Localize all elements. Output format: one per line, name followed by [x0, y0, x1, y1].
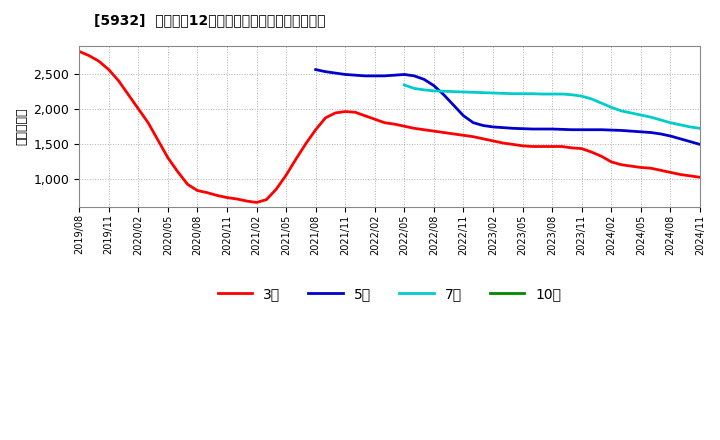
7年: [686, 124, 695, 129]
5年: [341, 72, 349, 77]
Line: 7年: 7年: [405, 85, 700, 128]
7年: [538, 92, 546, 97]
7年: [577, 94, 586, 99]
5年: [676, 136, 685, 141]
5年: [371, 73, 379, 78]
3年: [390, 121, 399, 127]
3年: [696, 175, 704, 180]
5年: [430, 83, 438, 88]
7年: [459, 89, 468, 95]
5年: [380, 73, 389, 78]
5年: [410, 73, 418, 78]
5年: [666, 133, 675, 139]
7年: [617, 108, 626, 114]
3年: [341, 109, 349, 114]
Legend: 3年, 5年, 7年, 10年: 3年, 5年, 7年, 10年: [212, 281, 567, 306]
5年: [647, 130, 655, 135]
5年: [420, 77, 428, 82]
5年: [597, 127, 606, 132]
7年: [636, 112, 645, 117]
7年: [430, 88, 438, 94]
3年: [430, 128, 438, 134]
5年: [548, 126, 557, 132]
5年: [479, 123, 487, 128]
5年: [577, 127, 586, 132]
5年: [331, 70, 340, 76]
3年: [75, 49, 84, 54]
7年: [489, 90, 498, 95]
5年: [321, 69, 330, 74]
7年: [479, 90, 487, 95]
5年: [449, 103, 458, 108]
5年: [498, 125, 507, 130]
Line: 3年: 3年: [79, 51, 700, 202]
5年: [489, 124, 498, 129]
5年: [696, 142, 704, 147]
5年: [390, 73, 399, 78]
Line: 5年: 5年: [315, 70, 700, 144]
3年: [479, 136, 487, 141]
5年: [439, 92, 448, 97]
7年: [548, 92, 557, 97]
Y-axis label: （百万円）: （百万円）: [15, 107, 28, 145]
3年: [252, 200, 261, 205]
7年: [666, 120, 675, 125]
5年: [607, 128, 616, 133]
7年: [439, 88, 448, 94]
7年: [400, 82, 409, 88]
7年: [626, 110, 635, 116]
7年: [518, 91, 527, 96]
7年: [410, 86, 418, 91]
3年: [153, 138, 162, 143]
7年: [508, 91, 517, 96]
5年: [617, 128, 626, 133]
7年: [676, 122, 685, 128]
5年: [567, 127, 576, 132]
7年: [656, 117, 665, 123]
7年: [567, 92, 576, 97]
7年: [588, 96, 596, 102]
5年: [656, 131, 665, 136]
5年: [311, 67, 320, 72]
5年: [626, 128, 635, 134]
7年: [420, 87, 428, 92]
7年: [607, 105, 616, 110]
7年: [597, 100, 606, 106]
5年: [558, 127, 567, 132]
Text: [5932]  経常利益12か月移動合計の標準偏差の推移: [5932] 経常利益12か月移動合計の標準偏差の推移: [94, 13, 325, 27]
7年: [558, 92, 567, 97]
3年: [489, 138, 498, 143]
5年: [528, 126, 537, 132]
5年: [508, 126, 517, 131]
5年: [686, 139, 695, 144]
7年: [449, 89, 458, 94]
7年: [498, 91, 507, 96]
5年: [518, 126, 527, 131]
5年: [588, 127, 596, 132]
7年: [647, 114, 655, 120]
7年: [696, 126, 704, 131]
5年: [361, 73, 369, 78]
5年: [469, 120, 477, 125]
7年: [469, 90, 477, 95]
5年: [400, 72, 409, 77]
5年: [459, 113, 468, 118]
7年: [528, 91, 537, 96]
5年: [538, 126, 546, 132]
5年: [636, 129, 645, 135]
5年: [351, 73, 359, 78]
